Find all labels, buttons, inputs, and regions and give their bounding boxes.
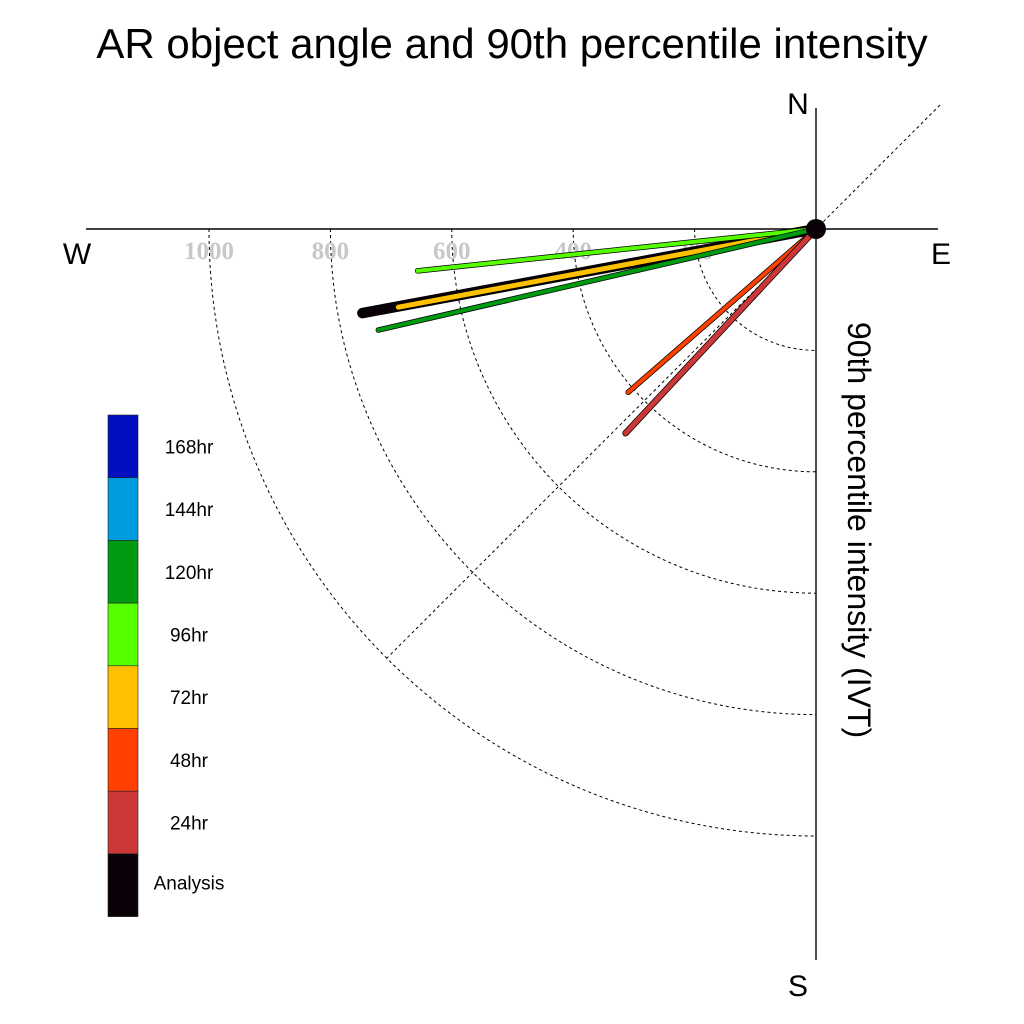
legend: 168hr 144hr 120hr 96hr 72hr 48hr 24hr Analysis bbox=[107, 414, 225, 917]
legend-swatch-96hr bbox=[107, 602, 139, 667]
legend-swatch-48hr bbox=[107, 728, 139, 792]
grid-arc-1000 bbox=[208, 228, 817, 837]
radial-tick-label: 600 bbox=[433, 238, 471, 265]
radial-tick-label: 800 bbox=[312, 238, 350, 265]
legend-label: 120hr bbox=[165, 563, 214, 584]
legend-label: Analysis bbox=[154, 873, 225, 894]
vector-96hr bbox=[415, 227, 818, 273]
vector-lines bbox=[357, 223, 822, 437]
compass-south: S bbox=[788, 970, 808, 1003]
legend-label: 96hr bbox=[170, 625, 209, 646]
radial-tick-label: 1000 bbox=[184, 238, 234, 265]
legend-label: 72hr bbox=[170, 688, 209, 709]
grid-layer bbox=[208, 104, 941, 837]
legend-label: 24hr bbox=[170, 814, 209, 835]
legend-swatch-24hr bbox=[107, 790, 139, 855]
diagonal-grid-line bbox=[385, 104, 941, 660]
legend-label: 144hr bbox=[165, 500, 214, 521]
vector-120hr bbox=[376, 227, 818, 333]
compass-north: N bbox=[787, 88, 809, 121]
origin-dot bbox=[806, 219, 826, 239]
legend-swatch-168hr bbox=[107, 414, 139, 479]
legend-swatch-144hr bbox=[107, 477, 139, 541]
grid-arc-800 bbox=[329, 228, 817, 716]
compass-east: E bbox=[931, 238, 951, 271]
y-axis-label: 90th percentile intensity (IVT) bbox=[841, 322, 877, 738]
chart-title: AR object angle and 90th percentile inte… bbox=[96, 20, 927, 67]
vector-48hr bbox=[626, 227, 818, 395]
compass-west: W bbox=[63, 238, 92, 271]
legend-swatch-72hr bbox=[107, 665, 139, 729]
vector-72hr bbox=[395, 226, 819, 310]
legend-swatch-analysis bbox=[107, 853, 139, 917]
legend-label: 168hr bbox=[165, 437, 214, 458]
legend-label: 48hr bbox=[170, 751, 209, 772]
legend-swatch-120hr bbox=[107, 540, 139, 604]
vector-24hr bbox=[623, 226, 819, 436]
